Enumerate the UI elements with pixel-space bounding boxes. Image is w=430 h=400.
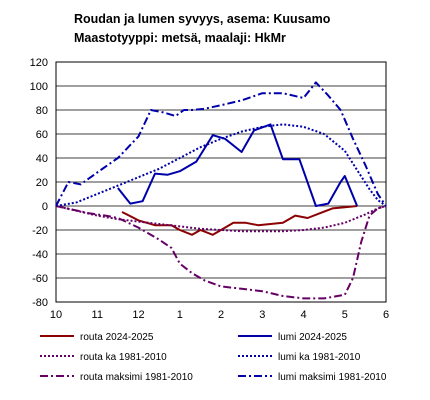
legend-label: routa maksimi 1981-2010 xyxy=(80,372,193,383)
series-line-3 xyxy=(55,123,387,207)
y-tick-label: 60 xyxy=(36,129,48,141)
series-line-4 xyxy=(55,205,387,300)
x-tick-label: 5 xyxy=(342,309,348,321)
y-tick-label: 40 xyxy=(36,153,48,165)
y-tick-label: 120 xyxy=(30,57,48,69)
x-tick-label: 6 xyxy=(383,309,389,321)
legend-label: lumi ka 1981-2010 xyxy=(278,352,361,363)
x-tick-label: 2 xyxy=(218,309,224,321)
series-line-2 xyxy=(55,205,387,233)
plot-border xyxy=(55,61,387,303)
y-tick-label: 80 xyxy=(36,105,48,117)
y-tick-label: -60 xyxy=(32,273,48,285)
legend-label: lumi 2024-2025 xyxy=(278,332,347,343)
legend-item-1: lumi 2024-2025 xyxy=(238,332,347,343)
y-tick-label: -40 xyxy=(32,249,48,261)
x-tick-label: 4 xyxy=(300,309,306,321)
legend-item-0: routa 2024-2025 xyxy=(40,332,154,343)
legend-label: lumi maksimi 1981-2010 xyxy=(278,372,387,383)
y-tick-label: -20 xyxy=(32,225,48,237)
legend-label: routa 2024-2025 xyxy=(80,332,154,343)
legend-label: routa ka 1981-2010 xyxy=(80,352,167,363)
legend-item-2: routa ka 1981-2010 xyxy=(40,352,167,363)
y-tick-label: -80 xyxy=(32,297,48,309)
x-tick-label: 3 xyxy=(259,309,265,321)
chart-title-line-1: Roudan ja lumen syvyys, asema: Kuusamo xyxy=(74,12,331,26)
x-tick-label: 1 xyxy=(177,309,183,321)
y-tick-label: 100 xyxy=(30,81,48,93)
legend-item-3: lumi ka 1981-2010 xyxy=(238,352,361,363)
x-tick-label: 12 xyxy=(132,309,144,321)
legend-item-5: lumi maksimi 1981-2010 xyxy=(238,372,387,383)
chart-title: Roudan ja lumen syvyys, asema: Kuusamo M… xyxy=(74,10,330,48)
y-tick-label: 20 xyxy=(36,177,48,189)
series-line-5 xyxy=(55,81,387,207)
x-tick-label: 10 xyxy=(50,309,62,321)
y-tick-label: 0 xyxy=(42,201,48,213)
series-line-1 xyxy=(117,123,359,207)
legend: routa 2024-2025 lumi 2024-2025 routa ka 19… xyxy=(40,332,387,383)
x-tick-label: 11 xyxy=(92,309,103,321)
series-line-0 xyxy=(121,205,358,236)
chart-title-line-2: Maastotyyppi: metsä, maalaji: HkMr xyxy=(74,31,286,45)
legend-item-4: routa maksimi 1981-2010 xyxy=(40,372,193,383)
